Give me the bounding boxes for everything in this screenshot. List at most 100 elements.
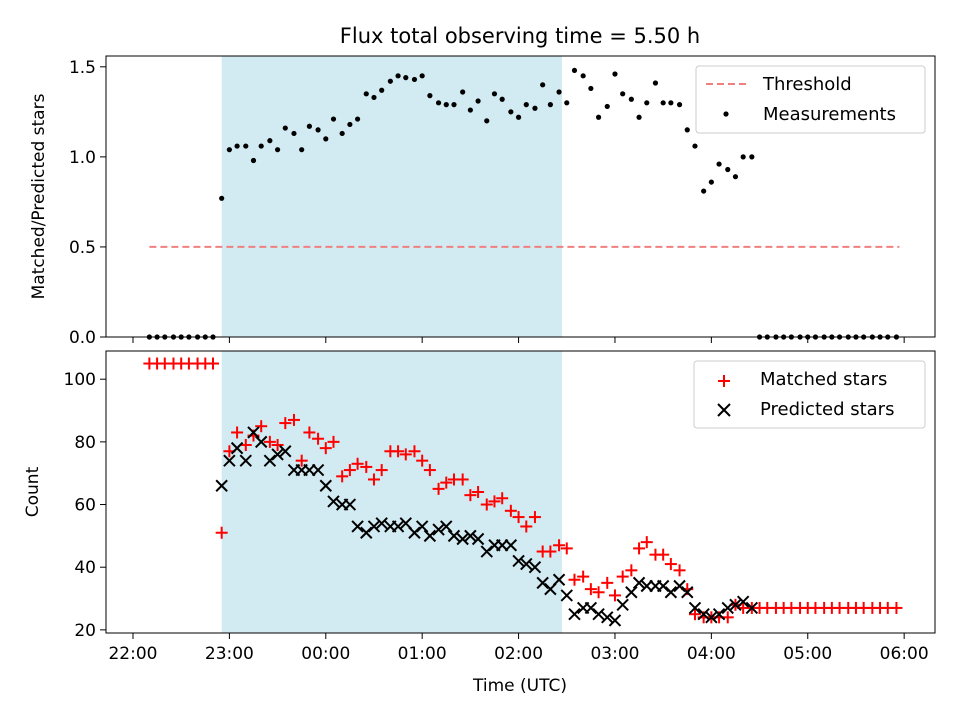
matched-star-point bbox=[688, 608, 701, 621]
measurement-point bbox=[636, 114, 642, 120]
measurement-point bbox=[612, 71, 618, 77]
matched-star-point bbox=[568, 573, 581, 586]
measurement-point bbox=[564, 100, 570, 106]
measurement-point bbox=[532, 105, 538, 111]
matched-star-point bbox=[664, 558, 677, 571]
measurement-point bbox=[652, 80, 659, 86]
predicted-star-point bbox=[616, 598, 629, 612]
measurement-point bbox=[595, 114, 602, 120]
predicted-star-point bbox=[343, 498, 357, 511]
predicted-star-point bbox=[721, 601, 734, 615]
measurement-point bbox=[644, 100, 650, 106]
measurement-point bbox=[540, 82, 546, 88]
measurement-point bbox=[330, 116, 337, 122]
matched-star-point bbox=[312, 432, 325, 445]
measurement-point bbox=[234, 143, 240, 149]
y-tick-label: 80 bbox=[74, 433, 96, 453]
measurement-point bbox=[604, 103, 610, 110]
matched-star-point bbox=[480, 498, 493, 511]
measurement-point bbox=[491, 91, 498, 97]
measurement-point bbox=[267, 138, 273, 144]
predicted-star-point bbox=[536, 576, 549, 590]
matched-star-point bbox=[327, 435, 340, 448]
measurement-point bbox=[556, 89, 562, 95]
matched-star-point bbox=[263, 435, 276, 448]
measurement-point bbox=[668, 100, 674, 106]
predicted-star-point bbox=[423, 529, 437, 543]
matched-star-point bbox=[721, 611, 734, 624]
predicted-star-point bbox=[560, 589, 573, 602]
predicted-star-point bbox=[512, 554, 525, 568]
matched-star-point bbox=[295, 454, 308, 467]
matched-star-point bbox=[673, 564, 686, 577]
x-tick-label: 02:00 bbox=[494, 644, 543, 664]
matched-star-point bbox=[553, 539, 566, 552]
measurement-point bbox=[716, 161, 722, 167]
matched-star-point bbox=[657, 548, 670, 561]
predicted-star-point bbox=[432, 523, 445, 536]
matched-star-point bbox=[544, 545, 557, 558]
count-panel: 20 40 60 80 100 22:00 23:00 00:00 01:00 02:00 03:… bbox=[23, 350, 936, 696]
measurement-point bbox=[701, 188, 707, 194]
predicted-star-point bbox=[471, 532, 485, 546]
predicted-star-point bbox=[712, 607, 726, 621]
measurement-point bbox=[226, 147, 232, 153]
y-tick-label: 60 bbox=[74, 496, 96, 516]
y-tick-label: 20 bbox=[74, 621, 96, 641]
matched-star-point bbox=[239, 439, 252, 451]
matched-star-point bbox=[367, 473, 380, 486]
measurement-point bbox=[395, 73, 401, 79]
measurement-point bbox=[219, 195, 225, 201]
x-tick-label: 00:00 bbox=[301, 644, 350, 664]
ratio-panel: 0.0 0.5 1.0 1.5 Matched/Predicted stars Thr… bbox=[29, 55, 936, 348]
matched-star-point bbox=[472, 486, 485, 498]
predicted-star-point bbox=[705, 611, 718, 624]
predicted-star-point bbox=[215, 479, 228, 492]
matched-star-point bbox=[287, 413, 300, 426]
predicted-star-point bbox=[447, 529, 461, 543]
matched-star-point bbox=[625, 564, 638, 577]
matched-star-point bbox=[504, 504, 517, 517]
matched-star-point bbox=[608, 589, 621, 602]
x-axis-label: Time (UTC) bbox=[472, 676, 567, 696]
measurement-point bbox=[419, 73, 425, 79]
matched-star-point bbox=[432, 482, 445, 495]
measurement-point bbox=[588, 85, 594, 92]
matched-star-point bbox=[440, 476, 453, 489]
matched-star-point bbox=[577, 570, 590, 583]
predicted-star-point bbox=[592, 607, 605, 621]
matched-star-point bbox=[319, 442, 332, 455]
measurement-point bbox=[499, 96, 505, 102]
predicted-star-point bbox=[367, 520, 381, 533]
predicted-star-point bbox=[464, 529, 477, 543]
predicted-star-point bbox=[625, 586, 638, 599]
predicted-star-point bbox=[673, 579, 686, 593]
matched-star-point bbox=[890, 601, 903, 614]
predicted-star-point bbox=[254, 435, 268, 449]
y-tick-label: 0.5 bbox=[69, 238, 96, 258]
matched-star-point bbox=[528, 511, 541, 524]
chart-title: Flux total observing time = 5.50 h bbox=[340, 24, 700, 48]
measurement-point bbox=[508, 109, 514, 115]
predicted-star-point bbox=[681, 586, 694, 599]
x-tick-label: 23:00 bbox=[205, 644, 254, 664]
predicted-star-point bbox=[319, 479, 332, 492]
matched-star-point bbox=[206, 357, 219, 370]
measurement-point bbox=[323, 136, 329, 142]
predicted-star-point bbox=[351, 520, 364, 533]
measurement-point bbox=[740, 154, 746, 160]
measurement-point bbox=[684, 127, 690, 133]
legend-matched-swatch bbox=[718, 375, 730, 387]
measurement-point bbox=[628, 96, 634, 102]
predicted-star-point bbox=[520, 557, 533, 571]
x-tick-label: 05:00 bbox=[783, 644, 832, 664]
matched-star-point bbox=[336, 470, 349, 483]
measurement-point bbox=[403, 75, 409, 81]
predicted-star-point bbox=[223, 454, 236, 467]
predicted-star-point bbox=[327, 495, 340, 508]
predicted-star-point bbox=[311, 463, 325, 477]
predicted-star-point bbox=[279, 445, 292, 458]
y-tick-label: 100 bbox=[64, 370, 96, 390]
predicted-star-point bbox=[552, 573, 566, 586]
measurement-point bbox=[451, 102, 457, 108]
